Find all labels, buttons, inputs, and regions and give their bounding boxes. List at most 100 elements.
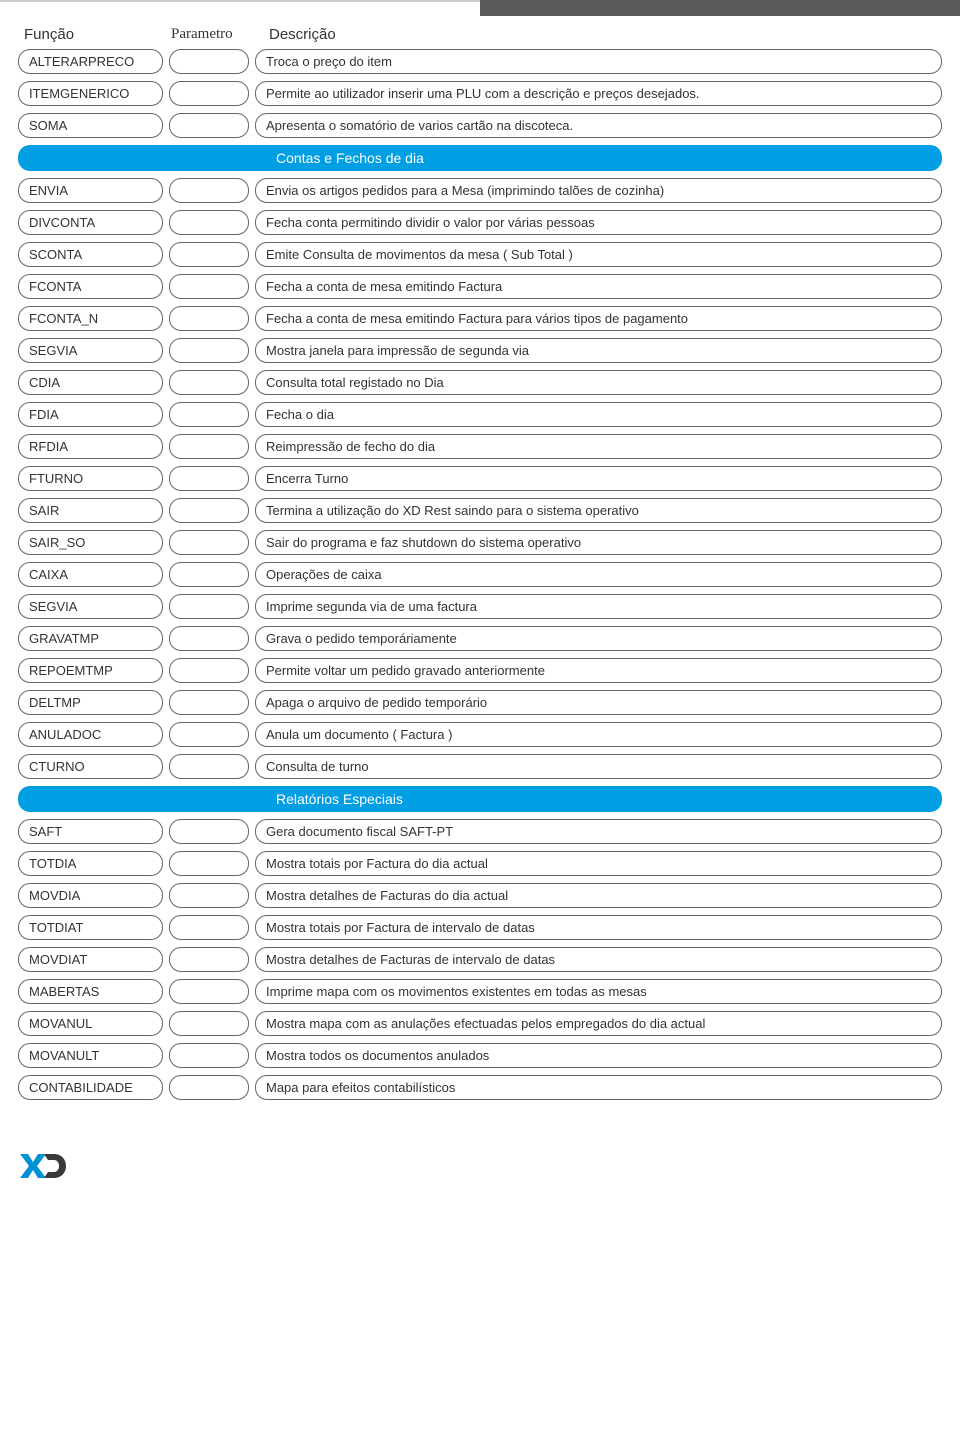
header-descricao: Descrição	[269, 26, 942, 43]
parametro-cell	[169, 81, 249, 106]
table-row: ENVIAEnvia os artigos pedidos para a Mes…	[18, 178, 942, 203]
parametro-cell	[169, 274, 249, 299]
table-row: SCONTAEmite Consulta de movimentos da me…	[18, 242, 942, 267]
parametro-cell	[169, 370, 249, 395]
funcao-cell: SCONTA	[18, 242, 163, 267]
funcao-cell: TOTDIA	[18, 851, 163, 876]
descricao-cell: Mostra todos os documentos anulados	[255, 1043, 942, 1068]
funcao-cell: FCONTA_N	[18, 306, 163, 331]
table-row: FTURNOEncerra Turno	[18, 466, 942, 491]
rows-container: ALTERARPRECOTroca o preço do item ITEMGEN…	[18, 49, 942, 1100]
descricao-cell: Mostra detalhes de Facturas de intervalo…	[255, 947, 942, 972]
funcao-cell: FCONTA	[18, 274, 163, 299]
funcao-cell: SEGVIA	[18, 594, 163, 619]
parametro-cell	[169, 883, 249, 908]
parametro-cell	[169, 306, 249, 331]
table-row: CTURNO Consulta de turno	[18, 754, 942, 779]
table-row: MABERTASImprime mapa com os movimentos e…	[18, 979, 942, 1004]
logo-area	[0, 1120, 960, 1197]
funcao-cell: CDIA	[18, 370, 163, 395]
parametro-cell	[169, 210, 249, 235]
section-bar: Contas e Fechos de dia	[18, 145, 942, 171]
parametro-cell	[169, 722, 249, 747]
descricao-cell: Reimpressão de fecho do dia	[255, 434, 942, 459]
parametro-cell	[169, 819, 249, 844]
funcao-cell: SAFT	[18, 819, 163, 844]
table-row: REPOEMTMPPermite voltar um pedido gravad…	[18, 658, 942, 683]
descricao-cell: Anula um documento ( Factura )	[255, 722, 942, 747]
top-bar-left	[0, 0, 480, 16]
funcao-cell: SAIR	[18, 498, 163, 523]
table-row: FCONTA_N Fecha a conta de mesa emitindo F…	[18, 306, 942, 331]
table-row: ALTERARPRECOTroca o preço do item	[18, 49, 942, 74]
funcao-cell: MOVDIAT	[18, 947, 163, 972]
table-row: SOMA Apresenta o somatório de varios cart…	[18, 113, 942, 138]
funcao-cell: MABERTAS	[18, 979, 163, 1004]
funcao-cell: RFDIA	[18, 434, 163, 459]
parametro-cell	[169, 754, 249, 779]
table-row: ANULADOCAnula um documento ( Factura )	[18, 722, 942, 747]
funcao-cell: DELTMP	[18, 690, 163, 715]
top-bar-right	[480, 0, 960, 16]
funcao-cell: SOMA	[18, 113, 163, 138]
table-row: RFDIA Reimpressão de fecho do dia	[18, 434, 942, 459]
funcao-cell: CTURNO	[18, 754, 163, 779]
descricao-cell: Mostra detalhes de Facturas do dia actua…	[255, 883, 942, 908]
descricao-cell: Mostra totais por Factura de intervalo d…	[255, 915, 942, 940]
parametro-cell	[169, 434, 249, 459]
parametro-cell	[169, 851, 249, 876]
parametro-cell	[169, 947, 249, 972]
descricao-cell: Sair do programa e faz shutdown do siste…	[255, 530, 942, 555]
parametro-cell	[169, 658, 249, 683]
parametro-cell	[169, 1043, 249, 1068]
descricao-cell: Consulta de turno	[255, 754, 942, 779]
descricao-cell: Envia os artigos pedidos para a Mesa (im…	[255, 178, 942, 203]
descricao-cell: Apaga o arquivo de pedido temporário	[255, 690, 942, 715]
table-row: FDIAFecha o dia	[18, 402, 942, 427]
table-row: SAFT Gera documento fiscal SAFT-PT	[18, 819, 942, 844]
parametro-cell	[169, 498, 249, 523]
descricao-cell: Consulta total registado no Dia	[255, 370, 942, 395]
section-bar: Relatórios Especiais	[18, 786, 942, 812]
funcao-cell: CONTABILIDADE	[18, 1075, 163, 1100]
parametro-cell	[169, 915, 249, 940]
table-row: ITEMGENERICO Permite ao utilizador inseri…	[18, 81, 942, 106]
descricao-cell: Mapa para efeitos contabilísticos	[255, 1075, 942, 1100]
parametro-cell	[169, 113, 249, 138]
header-parametro: Parametro	[171, 26, 261, 43]
funcao-cell: REPOEMTMP	[18, 658, 163, 683]
funcao-cell: MOVANULT	[18, 1043, 163, 1068]
parametro-cell	[169, 626, 249, 651]
table-row: TOTDIA Mostra totais por Factura do dia a…	[18, 851, 942, 876]
descricao-cell: Termina a utilização do XD Rest saindo p…	[255, 498, 942, 523]
descricao-cell: Gera documento fiscal SAFT-PT	[255, 819, 942, 844]
descricao-cell: Permite ao utilizador inserir uma PLU co…	[255, 81, 942, 106]
descricao-cell: Troca o preço do item	[255, 49, 942, 74]
table-row: FCONTA Fecha a conta de mesa emitindo Fac…	[18, 274, 942, 299]
funcao-cell: ITEMGENERICO	[18, 81, 163, 106]
table-row: DELTMP Apaga o arquivo de pedido temporár…	[18, 690, 942, 715]
funcao-cell: MOVDIA	[18, 883, 163, 908]
descricao-cell: Mostra totais por Factura do dia actual	[255, 851, 942, 876]
funcao-cell: DIVCONTA	[18, 210, 163, 235]
descricao-cell: Fecha a conta de mesa emitindo Factura	[255, 274, 942, 299]
table-row: GRAVATMPGrava o pedido temporáriamente	[18, 626, 942, 651]
table-row: MOVDIAT Mostra detalhes de Facturas de in…	[18, 947, 942, 972]
parametro-cell	[169, 530, 249, 555]
funcao-cell: SEGVIA	[18, 338, 163, 363]
parametro-cell	[169, 594, 249, 619]
descricao-cell: Apresenta o somatório de varios cartão n…	[255, 113, 942, 138]
funcao-cell: MOVANUL	[18, 1011, 163, 1036]
descricao-cell: Fecha a conta de mesa emitindo Factura p…	[255, 306, 942, 331]
descricao-cell: Fecha conta permitindo dividir o valor p…	[255, 210, 942, 235]
parametro-cell	[169, 178, 249, 203]
table-row: MOVDIA Mostra detalhes de Facturas do dia…	[18, 883, 942, 908]
top-bar	[0, 0, 960, 16]
funcao-cell: FTURNO	[18, 466, 163, 491]
descricao-cell: Fecha o dia	[255, 402, 942, 427]
table-row: DIVCONTA Fecha conta permitindo dividir o…	[18, 210, 942, 235]
descricao-cell: Imprime segunda via de uma factura	[255, 594, 942, 619]
parametro-cell	[169, 1011, 249, 1036]
parametro-cell	[169, 338, 249, 363]
parametro-cell	[169, 242, 249, 267]
